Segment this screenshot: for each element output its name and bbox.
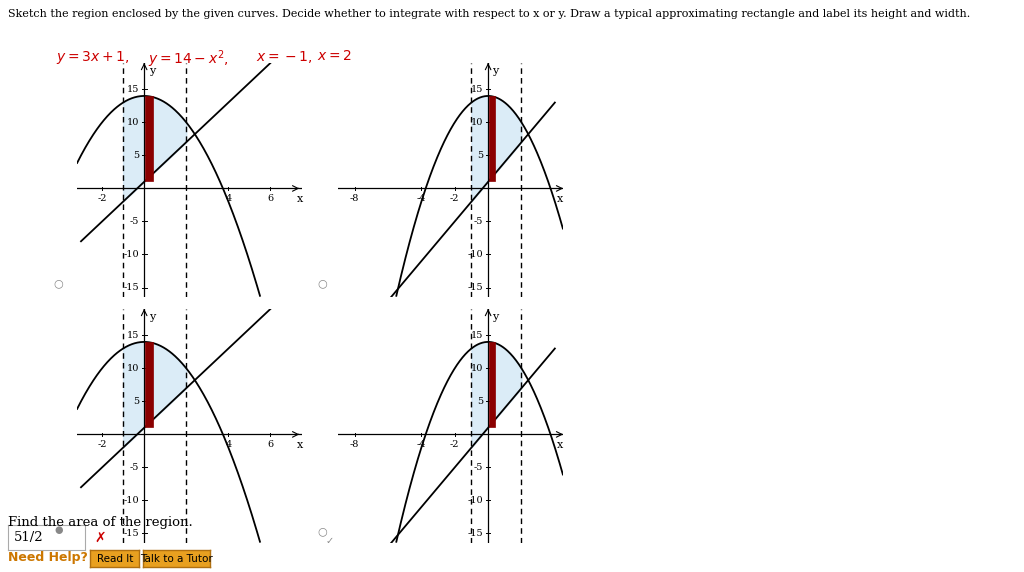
Text: 4: 4 — [225, 440, 231, 448]
Text: Sketch the region enclosed by the given curves. Decide whether to integrate with: Sketch the region enclosed by the given … — [8, 9, 971, 18]
Text: -15: -15 — [123, 283, 139, 292]
Text: -10: -10 — [123, 496, 139, 505]
Text: 10: 10 — [127, 118, 139, 127]
Text: y: y — [493, 66, 499, 76]
Bar — [145, 96, 153, 181]
Text: -2: -2 — [97, 440, 106, 448]
Text: 4: 4 — [225, 194, 231, 202]
Text: 15: 15 — [471, 331, 483, 340]
Text: x: x — [557, 440, 563, 450]
Text: -2: -2 — [450, 440, 460, 450]
Text: y: y — [150, 312, 156, 322]
Text: $x = 2$: $x = 2$ — [317, 49, 352, 62]
Text: x: x — [297, 440, 303, 450]
Text: 6: 6 — [267, 194, 273, 202]
Text: 6: 6 — [267, 440, 273, 448]
Text: 15: 15 — [471, 85, 483, 94]
Text: $x = -1,$: $x = -1,$ — [256, 49, 312, 65]
Text: -15: -15 — [468, 283, 483, 292]
Text: y: y — [150, 66, 156, 76]
Text: -10: -10 — [468, 250, 483, 259]
Text: ✓: ✓ — [326, 535, 334, 546]
Text: -8: -8 — [350, 194, 359, 204]
Text: -5: -5 — [474, 463, 483, 472]
Text: Read It: Read It — [96, 554, 133, 564]
Text: 51/2: 51/2 — [13, 531, 43, 544]
Text: ●: ● — [54, 526, 62, 535]
Text: 5: 5 — [133, 397, 139, 406]
Text: -2: -2 — [97, 194, 106, 202]
Text: -15: -15 — [468, 529, 483, 538]
Text: y: y — [493, 312, 499, 322]
Text: 5: 5 — [477, 151, 483, 160]
Text: -5: -5 — [129, 217, 139, 226]
Text: ○: ○ — [317, 278, 328, 288]
Bar — [488, 96, 495, 181]
Text: ✗: ✗ — [94, 531, 105, 545]
Text: 10: 10 — [471, 364, 483, 373]
Text: 10: 10 — [471, 118, 483, 127]
Text: -10: -10 — [123, 250, 139, 259]
Text: 10: 10 — [127, 364, 139, 373]
Text: 5: 5 — [133, 151, 139, 160]
Text: -4: -4 — [417, 194, 426, 204]
Text: 15: 15 — [127, 85, 139, 94]
Text: -2: -2 — [450, 194, 460, 204]
Text: -5: -5 — [474, 217, 483, 226]
Text: x: x — [557, 194, 563, 204]
Text: -15: -15 — [123, 529, 139, 538]
Text: Talk to a Tutor: Talk to a Tutor — [140, 554, 213, 564]
Text: -4: -4 — [417, 440, 426, 450]
Text: -5: -5 — [129, 463, 139, 472]
Text: 15: 15 — [127, 331, 139, 340]
Text: $y = 14 - x^2,$: $y = 14 - x^2,$ — [148, 49, 229, 70]
Text: -8: -8 — [350, 440, 359, 450]
Text: ○: ○ — [317, 526, 328, 536]
Text: $y = 3x + 1,$: $y = 3x + 1,$ — [56, 49, 130, 66]
Text: ○: ○ — [53, 278, 63, 288]
Bar — [488, 342, 495, 427]
Text: Need Help?: Need Help? — [8, 551, 88, 564]
Text: Find the area of the region.: Find the area of the region. — [8, 516, 193, 529]
Text: x: x — [297, 194, 303, 204]
Bar — [145, 342, 153, 427]
Text: -10: -10 — [468, 496, 483, 505]
Text: 5: 5 — [477, 397, 483, 406]
